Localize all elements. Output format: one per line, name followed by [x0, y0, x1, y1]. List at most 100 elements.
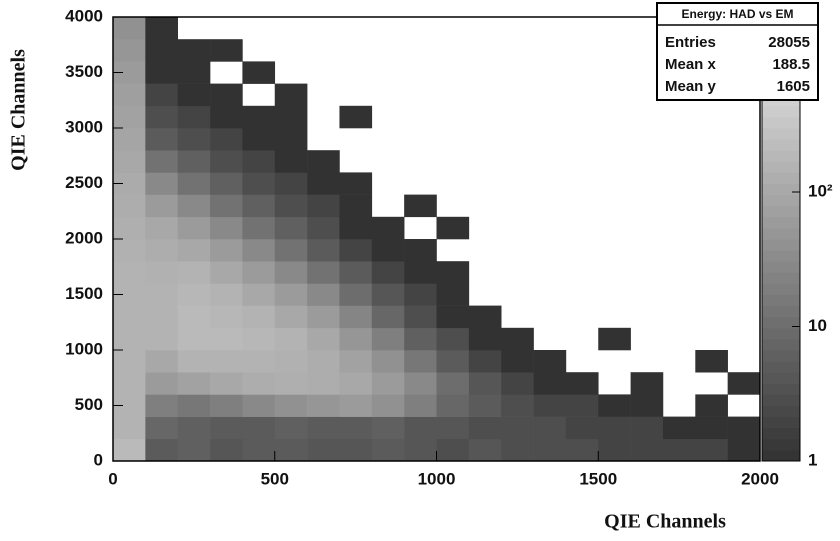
cell	[274, 150, 308, 173]
cell	[695, 328, 728, 351]
cell	[534, 217, 567, 240]
cell	[372, 128, 405, 151]
cell	[436, 416, 470, 440]
cell	[242, 327, 276, 351]
cell	[695, 283, 728, 306]
cell	[339, 150, 372, 173]
colorbar-band	[762, 250, 800, 262]
cell	[113, 416, 146, 440]
cell	[436, 283, 470, 306]
cell	[210, 17, 243, 40]
cell	[695, 128, 728, 151]
cell	[275, 61, 308, 84]
cell	[339, 261, 373, 284]
cell	[598, 239, 631, 262]
cell	[242, 372, 276, 395]
cell	[113, 172, 146, 195]
cell	[113, 128, 146, 151]
cell	[631, 261, 664, 284]
cell	[177, 216, 211, 240]
colorbar-band	[762, 416, 800, 429]
cell	[631, 239, 664, 262]
cell	[469, 39, 502, 62]
y-axis-label: QIE Channels	[8, 49, 30, 171]
cell	[404, 372, 437, 395]
cell	[695, 350, 728, 373]
cell	[371, 239, 405, 262]
stats-value: 28055	[768, 34, 810, 51]
cell	[145, 61, 178, 84]
cell	[177, 261, 211, 284]
cell	[307, 416, 340, 440]
cell	[274, 438, 308, 462]
cell	[534, 150, 567, 173]
cell	[695, 150, 728, 173]
cell	[501, 306, 534, 329]
cell	[534, 84, 567, 107]
cell	[469, 150, 502, 173]
colorbar-band	[762, 227, 800, 240]
cell	[113, 105, 146, 129]
cell	[242, 17, 275, 40]
cell	[307, 350, 340, 373]
cell	[210, 61, 243, 84]
cell	[274, 239, 308, 262]
cell	[533, 394, 567, 417]
cell	[307, 128, 340, 151]
cell	[177, 239, 211, 262]
cell	[501, 394, 534, 417]
cell	[177, 394, 211, 417]
colorbar-band	[762, 305, 800, 318]
cell	[242, 128, 276, 151]
cell	[598, 39, 631, 62]
cell	[210, 438, 243, 462]
cell	[145, 372, 178, 395]
cell	[695, 306, 728, 329]
cell	[566, 306, 599, 329]
cell	[728, 106, 761, 129]
cell	[469, 172, 502, 195]
cell	[436, 327, 470, 351]
cell	[242, 305, 276, 329]
cell	[631, 150, 664, 173]
cell	[598, 283, 631, 306]
cell	[501, 61, 534, 84]
cell	[371, 416, 405, 440]
cell	[404, 106, 437, 129]
cell	[404, 438, 437, 462]
cell	[372, 172, 405, 195]
cell	[339, 327, 373, 351]
cell	[598, 172, 631, 195]
cell	[339, 216, 373, 240]
cell	[436, 438, 470, 462]
cell	[404, 350, 437, 373]
cell	[371, 305, 405, 329]
cell	[436, 394, 470, 417]
cell	[210, 372, 243, 395]
cell	[339, 283, 373, 306]
cell	[566, 39, 599, 62]
cell	[145, 350, 178, 373]
cell	[598, 128, 631, 151]
cell	[145, 216, 178, 240]
cell	[566, 150, 599, 173]
colorbar-band	[762, 316, 800, 329]
cell	[177, 150, 211, 173]
colorbar-band	[762, 239, 800, 251]
cell	[113, 61, 146, 84]
cell	[145, 150, 178, 173]
cell	[533, 438, 567, 462]
cell	[404, 327, 437, 351]
cell	[534, 39, 567, 62]
cell	[339, 350, 373, 373]
cell	[468, 438, 502, 462]
x-tick-label: 500	[261, 469, 289, 488]
cell	[728, 239, 761, 262]
cell	[469, 61, 502, 84]
cell	[371, 261, 405, 284]
cell	[534, 195, 567, 218]
cell	[274, 372, 308, 395]
cell	[501, 39, 534, 62]
cell	[598, 306, 631, 329]
cell	[469, 195, 502, 218]
